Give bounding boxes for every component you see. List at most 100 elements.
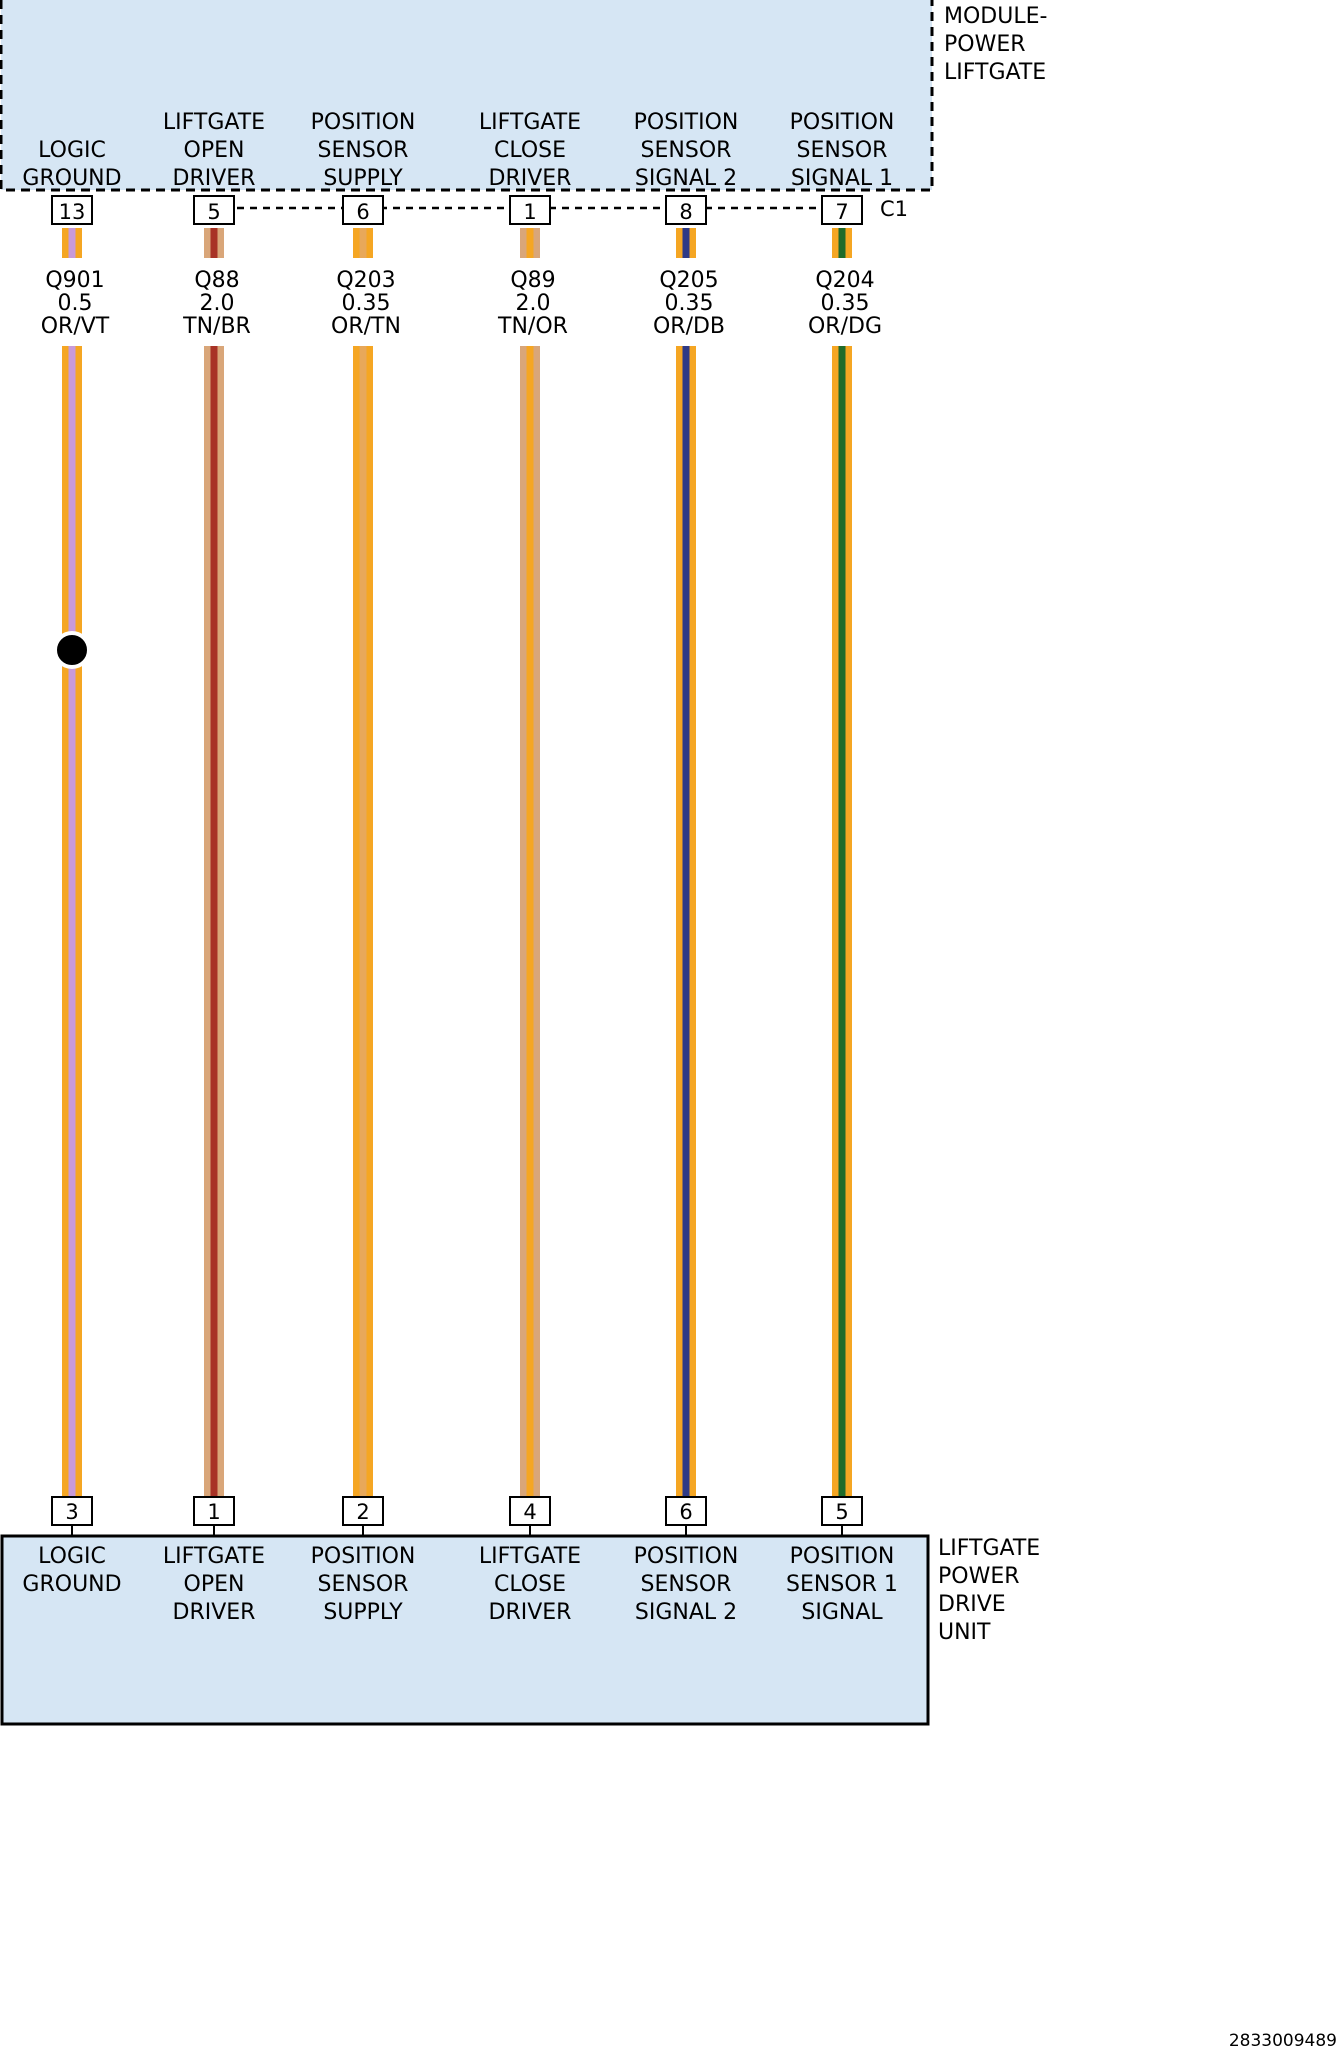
top-pin-number: 1 [523, 200, 536, 224]
bottom-pin-function-label: POSITION [790, 1544, 895, 1569]
wire-stripe-color [682, 228, 690, 258]
bottom-pin-function-label: SIGNAL [801, 1600, 883, 1625]
top-pin-number: 8 [679, 200, 692, 224]
top-pin-function-label: DRIVER [173, 166, 256, 191]
circuit-id-label: Q204 [815, 268, 874, 293]
wire-stripe-color [526, 228, 534, 258]
wire-gauge-label: 0.35 [665, 291, 714, 316]
top-module-name-line: LIFTGATE [944, 60, 1046, 85]
wire-color-code-label: TN/BR [182, 314, 251, 339]
top-pin-number: 5 [207, 200, 220, 224]
bottom-pin-number: 3 [65, 1500, 78, 1524]
bottom-module-name-line: POWER [938, 1564, 1020, 1589]
bottom-pin-function-label: CLOSE [494, 1572, 566, 1597]
top-pin-function-label: SENSOR [797, 138, 888, 163]
top-pin-function-label: SIGNAL 2 [635, 166, 737, 191]
top-pin-function-label: POSITION [634, 110, 739, 135]
bottom-pin-function-label: POSITION [634, 1544, 739, 1569]
wire-color-code-label: TN/OR [497, 314, 568, 339]
wire-stripe-color [526, 346, 534, 1496]
top-connector-pin-box [821, 195, 863, 225]
top-pin-function-label: POSITION [790, 110, 895, 135]
wire-gauge-label: 2.0 [516, 291, 551, 316]
wire-stripe-color [359, 228, 367, 258]
wire-color-code-label: OR/VT [41, 314, 110, 339]
top-pin-number: 6 [356, 200, 369, 224]
bottom-pin-function-label: DRIVER [489, 1600, 572, 1625]
circuit-id-label: Q901 [45, 268, 104, 293]
bottom-connector-pin-box [51, 1496, 93, 1526]
bottom-pin-function-label: DRIVER [173, 1600, 256, 1625]
wire-color-code-label: OR/TN [331, 314, 401, 339]
wire-stripe-color [682, 346, 690, 1496]
bottom-pin-number: 4 [523, 1500, 536, 1524]
top-connector-pin-box [51, 195, 93, 225]
bottom-pin-function-label: OPEN [184, 1572, 245, 1597]
circuit-id-label: Q89 [510, 268, 555, 293]
connector-label-c1: C1 [880, 197, 908, 221]
circuit-id-label: Q205 [659, 268, 718, 293]
top-pin-function-label: LOGIC [38, 138, 106, 163]
top-pin-function-label: GROUND [22, 166, 121, 191]
wire-stripe-color [68, 346, 76, 1496]
top-pin-function-label: POSITION [311, 110, 416, 135]
top-module-box [0, 0, 934, 192]
bottom-pin-function-label: GROUND [22, 1572, 121, 1597]
top-pin-function-label: SIGNAL 1 [791, 166, 893, 191]
wire-color-code-label: OR/DB [653, 314, 725, 339]
diagram-id-number: 2833009489 [1229, 2031, 1337, 2051]
wire-stripe-color [359, 346, 367, 1496]
top-pin-function-label: SENSOR [641, 138, 732, 163]
bottom-pin-number: 6 [679, 1500, 692, 1524]
bottom-module-name-line: DRIVE [938, 1592, 1006, 1617]
bottom-pin-function-label: LIFTGATE [163, 1544, 265, 1569]
bottom-pin-function-label: LOGIC [38, 1544, 106, 1569]
wire-gauge-label: 0.35 [821, 291, 870, 316]
top-pin-function-label: LIFTGATE [479, 110, 581, 135]
top-pin-number: 13 [59, 200, 86, 224]
circuit-id-label: Q88 [194, 268, 239, 293]
bottom-pin-number: 2 [356, 1500, 369, 1524]
bottom-pin-function-label: SENSOR [641, 1572, 732, 1597]
bottom-module-name: LIFTGATE POWER DRIVE UNIT [938, 1536, 1040, 1645]
wire-stripe-color [210, 228, 218, 258]
top-connector-pin-box [509, 195, 551, 225]
top-module-name-line: MODULE- [944, 4, 1047, 29]
bottom-connector-pin-box [821, 1496, 863, 1526]
bottom-module-name-line: UNIT [938, 1620, 991, 1645]
bottom-module-name-line: LIFTGATE [938, 1536, 1040, 1561]
bottom-pin-function-label: SENSOR 1 [786, 1572, 898, 1597]
splice-dot [53, 631, 91, 669]
wire-stripe-color [68, 228, 76, 258]
bottom-pin-function-label: SENSOR [318, 1572, 409, 1597]
circuit-id-label: Q203 [336, 268, 395, 293]
top-pin-function-label: SENSOR [318, 138, 409, 163]
bottom-pin-function-label: SIGNAL 2 [635, 1600, 737, 1625]
bottom-module-box [0, 1534, 930, 1726]
top-pin-function-label: SUPPLY [323, 166, 403, 191]
top-pin-number: 7 [835, 200, 848, 224]
bottom-pin-function-label: LIFTGATE [479, 1544, 581, 1569]
wire-stripe-color [210, 346, 218, 1496]
top-connector-pin-box [193, 195, 235, 225]
bottom-pin-function-label: SUPPLY [323, 1600, 403, 1625]
bottom-pin-function-label: POSITION [311, 1544, 416, 1569]
wire-gauge-label: 2.0 [200, 291, 235, 316]
top-pin-function-label: LIFTGATE [163, 110, 265, 135]
bottom-connector-pin-box [665, 1496, 707, 1526]
wire-gauge-label: 0.35 [342, 291, 391, 316]
top-module-name-line: POWER [944, 32, 1026, 57]
top-pin-function-label: DRIVER [489, 166, 572, 191]
wire-color-code-label: OR/DG [808, 314, 882, 339]
top-pin-function-label: OPEN [184, 138, 245, 163]
bottom-pin-number: 1 [207, 1500, 220, 1524]
top-pin-function-label: CLOSE [494, 138, 566, 163]
bottom-pin-number: 5 [835, 1500, 848, 1524]
